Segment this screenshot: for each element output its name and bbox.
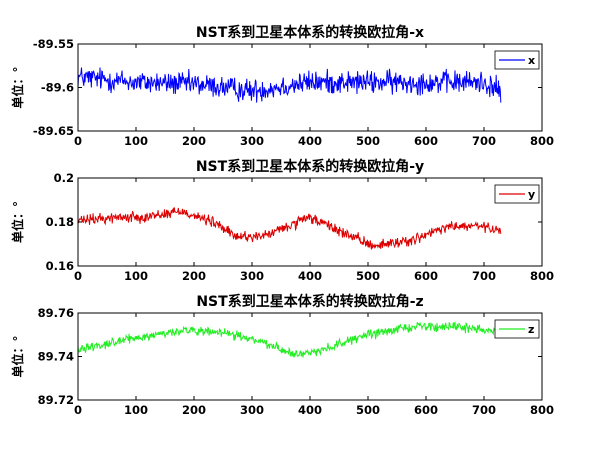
y-tick-label: 0.16 (46, 259, 74, 273)
x-tick-label: 400 (298, 269, 322, 283)
series-line-x (77, 67, 502, 103)
y-axis-label: 单位：° (10, 335, 25, 377)
x-tick-label: 200 (182, 134, 206, 148)
y-tick-label: 0.2 (54, 171, 74, 185)
x-tick-label: 200 (182, 403, 206, 417)
chart-title: NST系到卫星本体系的转换欧拉角-x (196, 24, 424, 41)
y-tick-label: 89.76 (38, 306, 74, 320)
legend: z (494, 319, 540, 339)
x-tick-label: 500 (356, 403, 380, 417)
series-line-y (77, 207, 502, 250)
x-tick-label: 0 (74, 269, 82, 283)
x-tick-label: 400 (298, 403, 322, 417)
y-tick-label: -89.65 (33, 124, 74, 138)
x-tick-label: 100 (124, 403, 148, 417)
legend-label: z (528, 323, 534, 336)
legend-label: y (528, 188, 535, 201)
legend: x (494, 50, 540, 70)
y-axis-label: 单位：° (10, 66, 25, 108)
x-tick-label: 600 (414, 403, 438, 417)
y-axis-label: 单位：° (10, 201, 25, 243)
chart-panel-x: NST系到卫星本体系的转换欧拉角-x 0 100 200 300 400 500 600 700… (10, 24, 554, 148)
x-tick-label: 500 (356, 134, 380, 148)
x-tick-label: 300 (240, 269, 264, 283)
y-tick-label: -89.6 (41, 81, 74, 95)
x-tick-label: 700 (472, 403, 496, 417)
x-tick-label: 600 (414, 269, 438, 283)
legend: y (494, 184, 540, 204)
x-tick-label: 800 (530, 269, 554, 283)
chart-panel-z: NST系到卫星本体系的转换欧拉角-z 0 100 200 300 400 500 600 700… (10, 293, 554, 417)
x-tick-label: 400 (298, 134, 322, 148)
y-tick-label: -89.55 (33, 37, 74, 51)
chart-panel-y: NST系到卫星本体系的转换欧拉角-y 0 100 200 300 400 500 600 700… (10, 158, 554, 283)
chart-title: NST系到卫星本体系的转换欧拉角-y (196, 158, 424, 175)
x-tick-label: 0 (74, 403, 82, 417)
chart-title: NST系到卫星本体系的转换欧拉角-z (196, 293, 423, 310)
y-tick-label: 0.18 (46, 215, 74, 229)
x-tick-label: 800 (530, 134, 554, 148)
x-tick-label: 800 (530, 403, 554, 417)
x-tick-label: 200 (182, 269, 206, 283)
x-tick-label: 500 (356, 269, 380, 283)
y-tick-label: 89.74 (38, 350, 74, 364)
y-tick-label: 89.72 (38, 393, 74, 407)
series-line-z (77, 321, 502, 358)
x-tick-label: 300 (240, 403, 264, 417)
x-tick-label: 300 (240, 134, 264, 148)
x-tick-label: 100 (124, 269, 148, 283)
x-tick-label: 0 (74, 134, 82, 148)
x-tick-label: 100 (124, 134, 148, 148)
x-tick-label: 600 (414, 134, 438, 148)
legend-label: x (528, 54, 535, 67)
x-tick-label: 700 (472, 134, 496, 148)
x-tick-label: 700 (472, 269, 496, 283)
